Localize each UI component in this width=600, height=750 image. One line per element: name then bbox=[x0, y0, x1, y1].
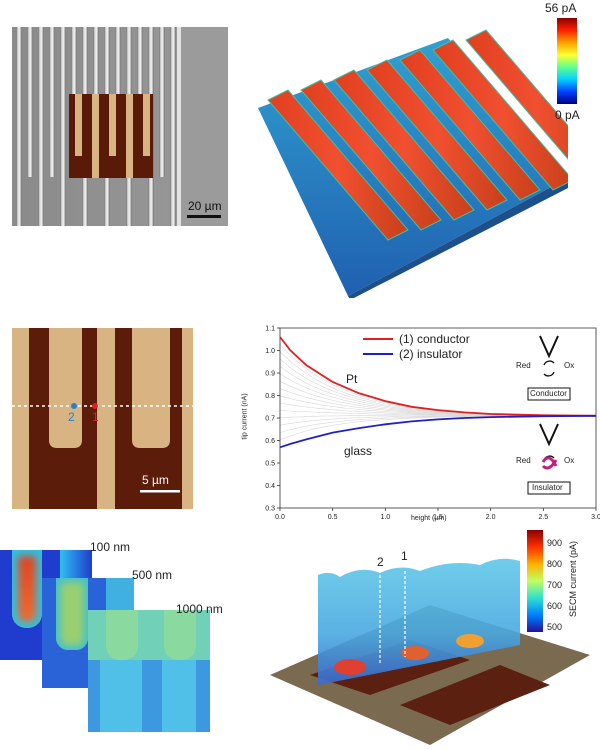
y-tick-label: 0.7 bbox=[265, 416, 275, 423]
x-tick-label: 2.0 bbox=[486, 514, 496, 521]
sem-finger bbox=[159, 27, 165, 177]
conductor-schematic: Red Ox Conductor bbox=[516, 332, 582, 404]
sem-image: 20 µm bbox=[12, 27, 228, 226]
chart-legend: (1) conductor (2) insulator bbox=[363, 331, 470, 361]
y-tick-label: 0.4 bbox=[265, 483, 275, 490]
slice-1000nm bbox=[88, 610, 210, 732]
x-tick-label: 1.0 bbox=[380, 514, 390, 521]
sem-finger bbox=[27, 27, 33, 177]
secm-3d-map bbox=[238, 28, 600, 300]
sem-finger bbox=[49, 27, 55, 177]
y-tick-label: 1.1 bbox=[265, 326, 275, 333]
annotation-pt: Pt bbox=[346, 372, 358, 386]
y-tick-label: 0.3 bbox=[265, 506, 275, 513]
x-tick-label: 1.5 bbox=[433, 514, 443, 521]
y-tick-label: 0.9 bbox=[265, 371, 275, 378]
colorbar-d-label: SECM current (pA) bbox=[568, 540, 579, 618]
sem-finger bbox=[60, 27, 66, 226]
x-tick-label: 3.0 bbox=[591, 514, 600, 521]
y-tick-label: 1.0 bbox=[265, 348, 275, 355]
x-tick-label: 2.5 bbox=[538, 514, 548, 521]
legend-swatch bbox=[363, 337, 393, 340]
ridge bbox=[465, 29, 600, 181]
ridge bbox=[300, 79, 442, 231]
ridge bbox=[267, 89, 409, 241]
series-insulator-line bbox=[279, 414, 597, 449]
approach-curve-chart: 0.0 0.5 1.0 1.5 2.0 2.5 3.0 0.3 0.4 0.5 0.6 0.7 0.8 0… bbox=[242, 318, 600, 528]
ridge bbox=[333, 69, 475, 221]
conductor-box-label: Conductor bbox=[530, 389, 567, 398]
inset-finger bbox=[109, 94, 116, 156]
afm-image: 2 1 5 µm bbox=[12, 328, 193, 509]
ox-label: Ox bbox=[564, 456, 575, 465]
slice-label-1000nm: 1000 nm bbox=[176, 602, 223, 616]
legend-swatch bbox=[363, 352, 393, 355]
tick-900: 900 bbox=[547, 538, 563, 548]
chart-x-label: height (µm) bbox=[411, 515, 447, 522]
colorbar-a-max: 56 pA bbox=[545, 1, 577, 15]
legend-label: (2) insulator bbox=[399, 346, 463, 361]
inset-finger bbox=[126, 94, 133, 178]
colorbar-d bbox=[527, 530, 543, 632]
legend-label: (1) conductor bbox=[399, 331, 470, 346]
inset-finger bbox=[75, 94, 82, 156]
tick-600: 600 bbox=[547, 601, 563, 611]
slice-label-100nm: 100 nm bbox=[90, 540, 131, 554]
afm-scale-bar: 5 µm bbox=[142, 473, 169, 487]
insulator-schematic: Red Ox Insulator bbox=[516, 422, 582, 498]
sem-finger bbox=[38, 27, 44, 226]
sem-finger bbox=[16, 27, 22, 226]
tick-700: 700 bbox=[547, 580, 563, 590]
slice-stack: 100 nm 500 nm 1000 nm bbox=[0, 540, 235, 740]
y-tick-label: 0.8 bbox=[265, 393, 275, 400]
tick-500: 500 bbox=[547, 622, 563, 632]
inset-finger bbox=[143, 94, 150, 156]
tick-800: 800 bbox=[547, 559, 563, 569]
sem-scale-bar: 20 µm bbox=[188, 199, 222, 213]
afm-marker-2: 2 bbox=[68, 410, 75, 424]
red-label: Red bbox=[516, 361, 531, 370]
x-tick-label: 0.5 bbox=[328, 514, 338, 521]
x-tick-label: 0.0 bbox=[275, 514, 285, 521]
y-tick-label: 0.5 bbox=[265, 461, 275, 468]
legend-item-insulator: (2) insulator bbox=[363, 346, 470, 361]
y-tick-label: 0.6 bbox=[265, 438, 275, 445]
series-conductor-line bbox=[279, 336, 597, 417]
colorbar-a-min: 0 pA bbox=[555, 108, 580, 122]
inset-finger bbox=[92, 94, 99, 178]
ridge bbox=[399, 49, 541, 201]
panel-d-line-1: 1 bbox=[401, 549, 408, 563]
afm-marker-1: 1 bbox=[92, 410, 99, 424]
colorbar-d-ticks: 900 800 700 600 500 bbox=[547, 538, 577, 638]
legend-item-conductor: (1) conductor bbox=[363, 331, 470, 346]
sem-finger bbox=[170, 27, 176, 226]
red-label: Red bbox=[516, 456, 531, 465]
slice-label-500nm: 500 nm bbox=[132, 568, 173, 582]
colorbar-a bbox=[557, 18, 577, 104]
panel-d-line-2: 2 bbox=[377, 555, 384, 569]
chart-y-label: tip current (nA) bbox=[241, 393, 249, 440]
ridge bbox=[366, 59, 508, 211]
insulator-box-label: Insulator bbox=[532, 483, 563, 492]
secm-topography-3d: 2 1 bbox=[250, 545, 590, 745]
ox-label: Ox bbox=[564, 361, 575, 370]
annotation-glass: glass bbox=[344, 444, 373, 458]
